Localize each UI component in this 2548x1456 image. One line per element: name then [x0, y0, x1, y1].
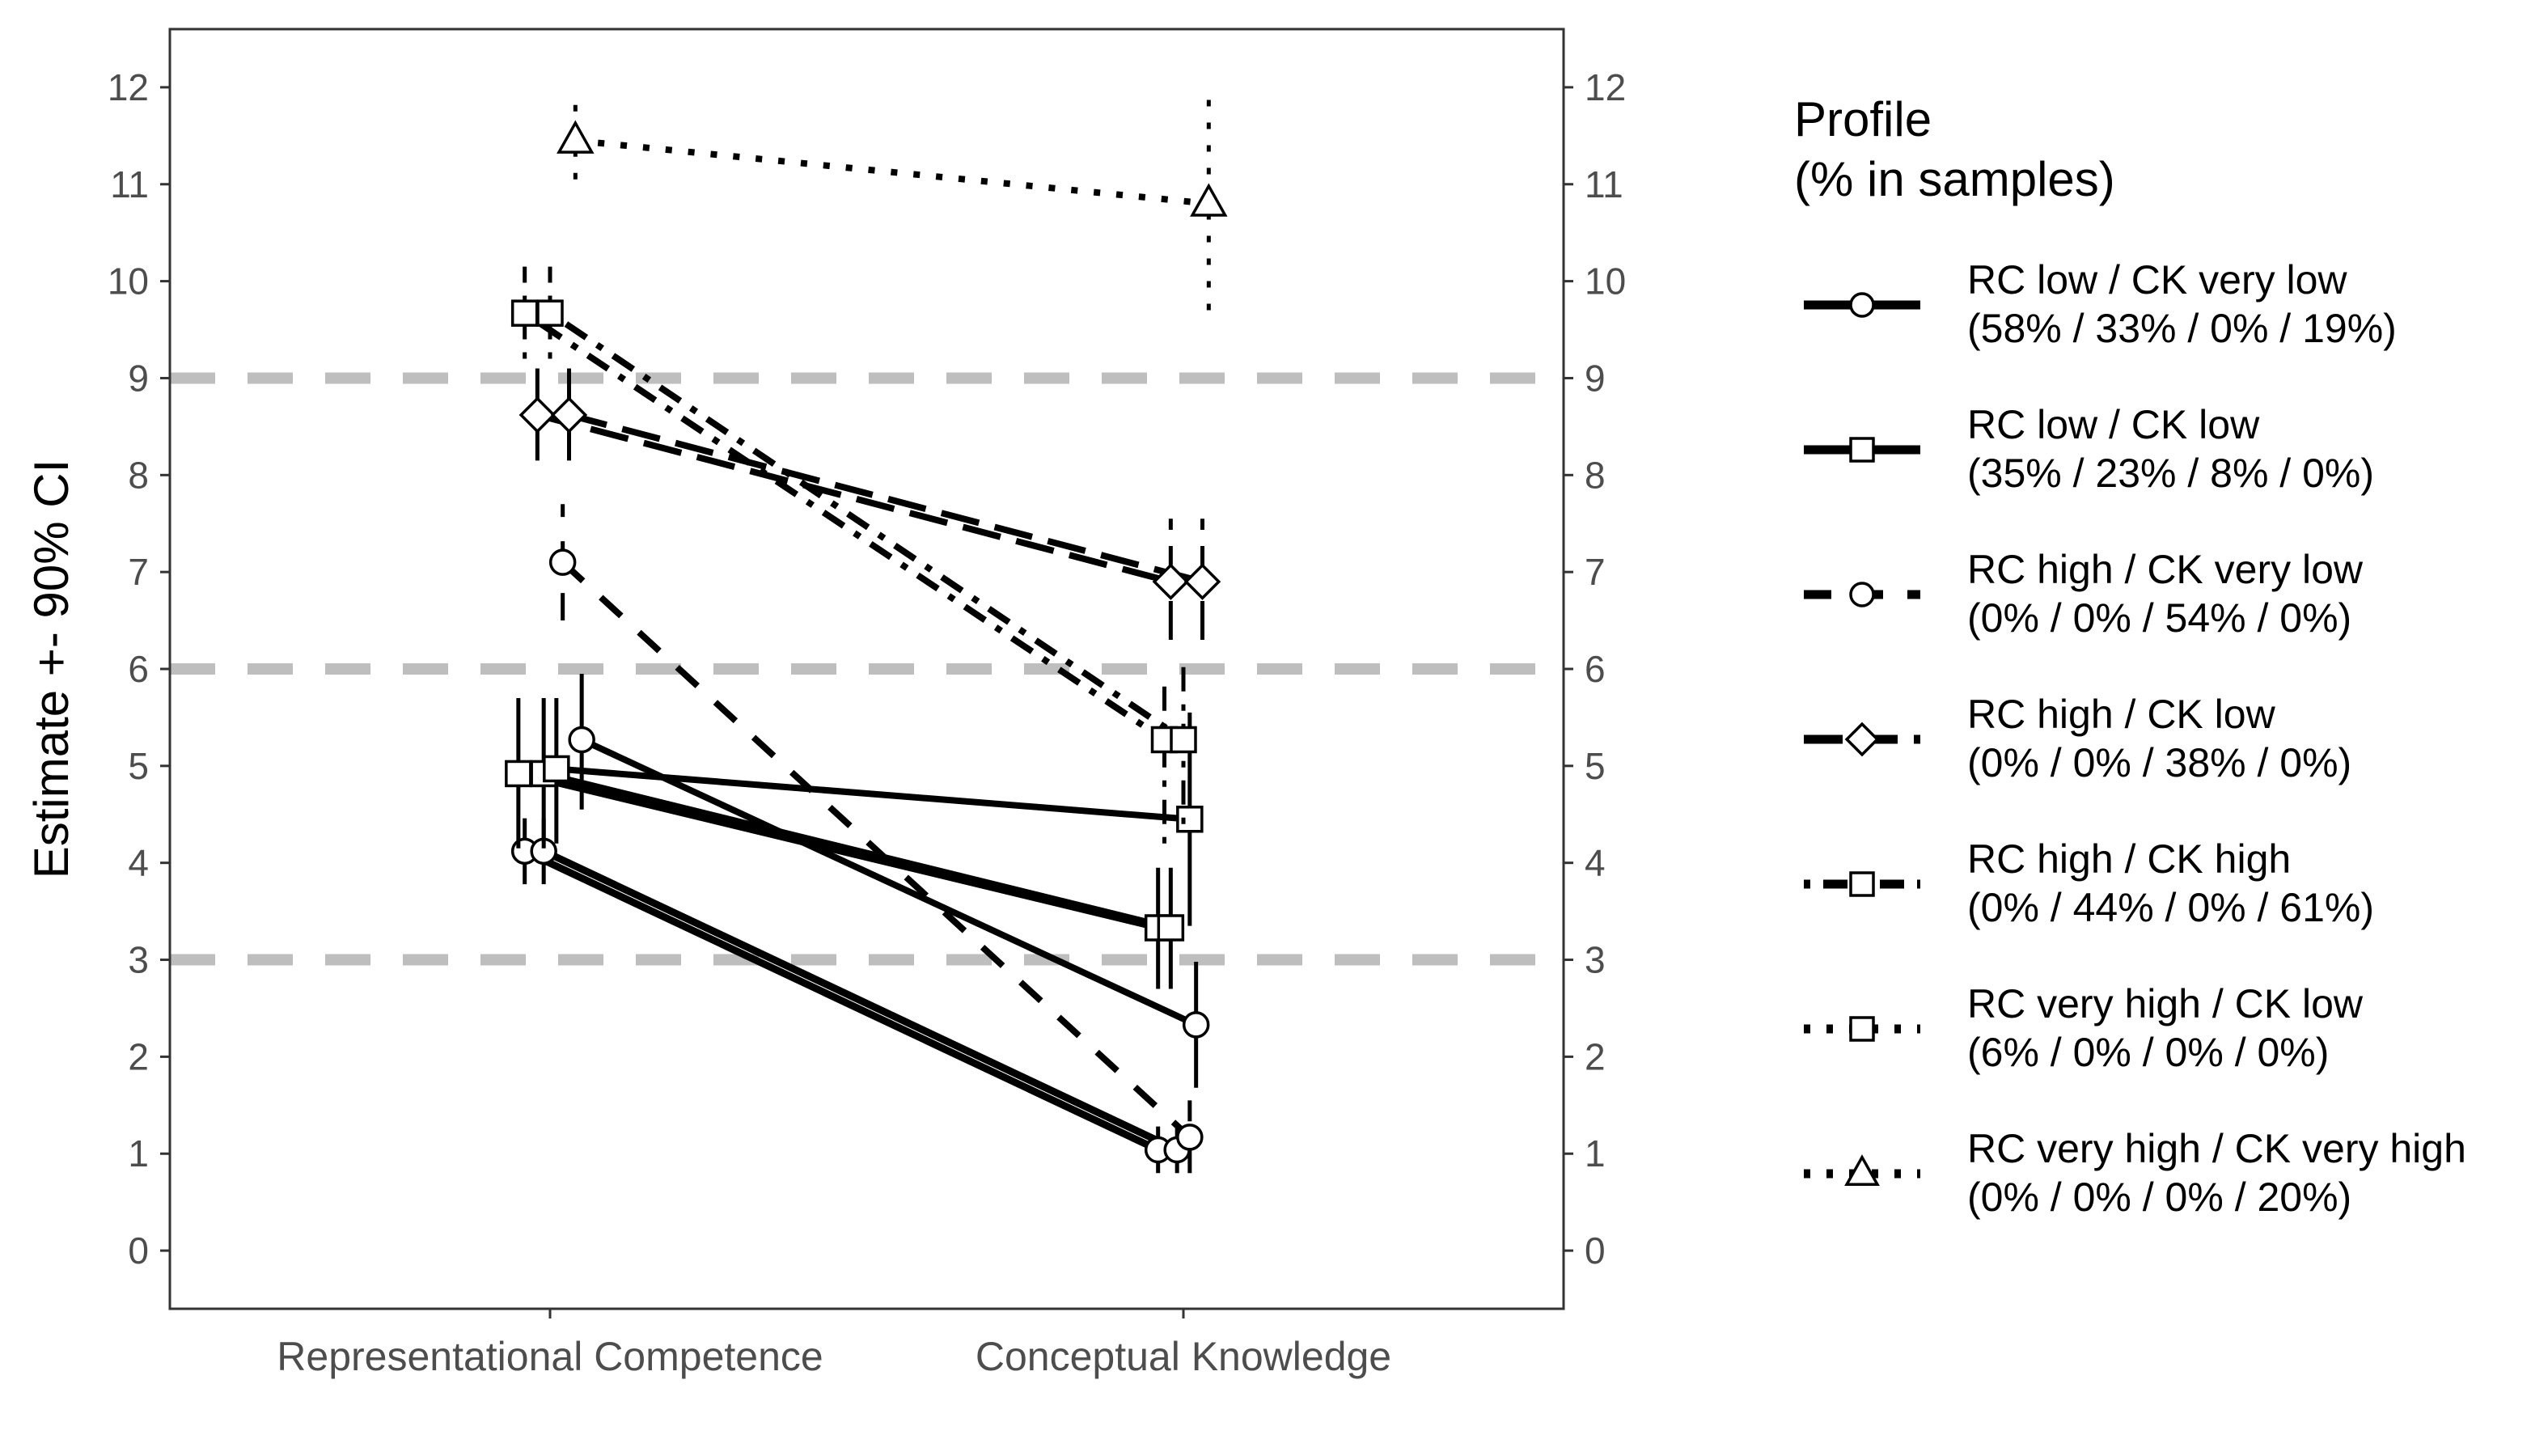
data-point-4-0-0 — [510, 299, 539, 327]
y-tick-label-left-0: 0 — [128, 1230, 149, 1272]
legend-percent-2: (0% / 0% / 54% / 0%) — [1967, 595, 2351, 641]
data-point-2-0-0 — [548, 548, 577, 576]
legend-key-marker-4 — [1849, 871, 1875, 897]
y-tick-label-left-8: 8 — [128, 454, 149, 496]
series-line-1-1 — [543, 770, 1172, 931]
legend-percent-4: (0% / 44% / 0% / 61%) — [1967, 885, 2374, 930]
y-tick-label-right-10: 10 — [1585, 260, 1626, 303]
data-point-6-0-1 — [1190, 183, 1228, 217]
data-point-3-0-1 — [1152, 563, 1190, 600]
data-point-1-2-1 — [1176, 806, 1204, 833]
series-line-0-2 — [580, 736, 1198, 1028]
legend-title-line-0: Profile — [1794, 92, 1932, 146]
series-line-4-1 — [548, 310, 1186, 743]
y-tick-label-right-1: 1 — [1585, 1132, 1606, 1175]
legend-label-5: RC very high / CK low — [1967, 981, 2364, 1026]
data-point-2-0-1 — [1176, 1124, 1204, 1151]
series-line-1-2 — [556, 765, 1191, 823]
legend-percent-1: (35% / 23% / 8% / 0%) — [1967, 451, 2374, 496]
legend-label-0: RC low / CK very low — [1967, 257, 2347, 303]
plot-area — [170, 96, 1564, 1174]
series-line-2-0 — [560, 560, 1192, 1140]
y-tick-label-left-6: 6 — [128, 648, 149, 690]
legend-key-marker-0 — [1849, 292, 1875, 318]
data-point-3-0-0 — [518, 396, 557, 434]
x-tick-label-1: Conceptual Knowledge — [976, 1334, 1391, 1379]
data-point-3-1-1 — [1183, 563, 1221, 600]
data-point-0-2-1 — [1182, 1011, 1210, 1039]
y-tick-label-left-9: 9 — [128, 357, 149, 399]
data-point-1-2-0 — [543, 755, 570, 783]
legend: Profile (% in samples) RC low / CK very lo… — [1794, 92, 2466, 1220]
y-tick-label-left-10: 10 — [108, 260, 149, 303]
y-axis-title: Estimate +- 90% CI — [24, 459, 78, 879]
legend-title-line-1: (% in samples) — [1794, 152, 2115, 206]
y-tick-label-right-4: 4 — [1585, 842, 1606, 884]
y-tick-label-left-4: 4 — [128, 842, 149, 884]
y-tick-label-right-0: 0 — [1585, 1230, 1606, 1272]
series-line-0-1 — [542, 848, 1179, 1153]
y-tick-label-left-12: 12 — [108, 66, 149, 108]
y-tick-label-left-2: 2 — [128, 1035, 149, 1077]
y-tick-label-right-8: 8 — [1585, 454, 1606, 496]
legend-label-3: RC high / CK low — [1967, 692, 2276, 737]
legend-percent-5: (6% / 0% / 0% / 0%) — [1967, 1030, 2329, 1075]
legend-key-marker-6 — [1844, 1154, 1880, 1187]
y-tick-label-left-1: 1 — [128, 1132, 149, 1175]
y-tick-label-right-9: 9 — [1585, 357, 1606, 399]
legend-key-marker-2 — [1849, 582, 1875, 607]
legend-percent-6: (0% / 0% / 0% / 20%) — [1967, 1175, 2351, 1220]
data-point-4-1-0 — [536, 299, 564, 327]
series-line-1-0 — [517, 770, 1159, 931]
legend-label-6: RC very high / CK very high — [1967, 1126, 2466, 1171]
series-line-0-0 — [523, 848, 1160, 1153]
y-tick-label-right-2: 2 — [1585, 1035, 1606, 1077]
y-tick-label-right-11: 11 — [1585, 163, 1623, 205]
y-tick-label-left-11: 11 — [110, 163, 149, 205]
data-point-1-0-0 — [505, 760, 532, 788]
data-point-0-2-0 — [568, 726, 595, 754]
y-tick-label-left-7: 7 — [128, 551, 149, 593]
legend-key-marker-5 — [1849, 1016, 1875, 1042]
data-point-1-1-1 — [1157, 914, 1185, 942]
y-tick-label-right-5: 5 — [1585, 745, 1606, 787]
data-point-6-0-0 — [557, 120, 595, 154]
legend-key-marker-1 — [1849, 437, 1875, 463]
legend-key-marker-3 — [1844, 722, 1880, 757]
y-tick-label-left-5: 5 — [128, 745, 149, 787]
y-tick-label-right-7: 7 — [1585, 551, 1606, 593]
x-tick-label-0: Representational Competence — [277, 1334, 823, 1379]
legend-percent-0: (58% / 33% / 0% / 19%) — [1967, 306, 2397, 351]
legend-label-2: RC high / CK very low — [1967, 547, 2364, 592]
y-tick-label-right-6: 6 — [1585, 648, 1606, 690]
legend-percent-3: (0% / 0% / 38% / 0%) — [1967, 740, 2351, 785]
data-point-3-1-0 — [550, 396, 588, 434]
y-tick-label-right-12: 12 — [1585, 66, 1626, 108]
data-point-4-1-1 — [1170, 726, 1197, 754]
y-tick-label-left-3: 3 — [128, 939, 149, 981]
legend-label-1: RC low / CK low — [1967, 402, 2260, 447]
series-line-3-0 — [536, 412, 1172, 586]
legend-label-4: RC high / CK high — [1967, 836, 2291, 882]
series-line-6-0 — [574, 137, 1209, 207]
y-tick-label-right-3: 3 — [1585, 939, 1606, 981]
